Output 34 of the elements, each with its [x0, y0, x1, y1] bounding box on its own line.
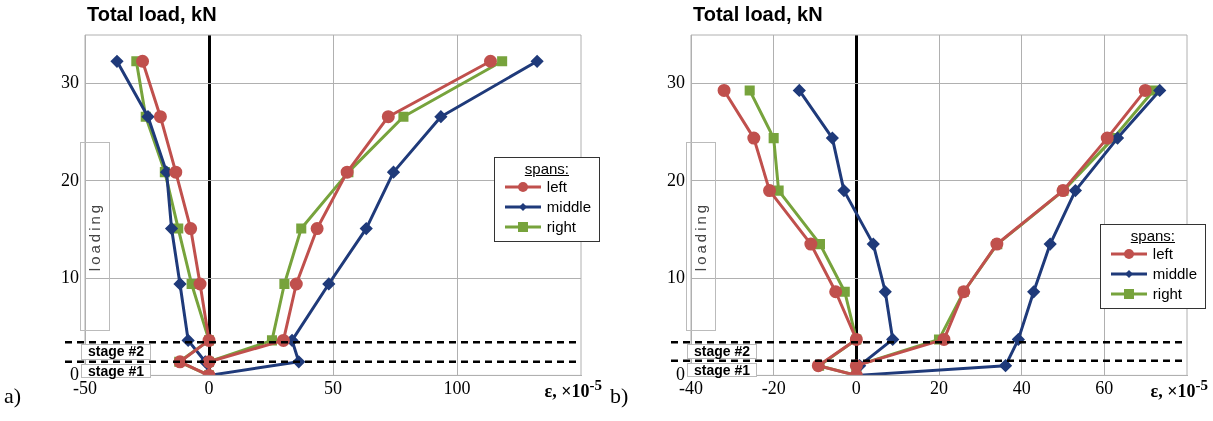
y-tick-label: 30	[667, 72, 685, 93]
legend-label: left	[1152, 244, 1173, 265]
x-tick-label: -20	[761, 377, 786, 398]
annotation: stage #1	[687, 361, 758, 378]
y-tick-label: 10	[61, 266, 79, 287]
x-tick-label: 50	[324, 377, 342, 398]
annotation: stage #1	[81, 362, 152, 379]
annotation: loading	[86, 201, 104, 272]
y-axis-title: Total load, kN	[693, 3, 823, 26]
y-tick-label: 20	[61, 169, 79, 190]
text: b)	[610, 383, 629, 410]
legend-title: spans:	[523, 159, 570, 177]
legend-label: right	[1152, 284, 1182, 305]
annotation: stage #2	[687, 343, 758, 360]
x-tick-label: 40	[1012, 377, 1031, 398]
annotation: stage #2	[81, 343, 152, 360]
legend-label: middle	[1152, 264, 1197, 285]
x-axis-title: ε, ×10$^{-5}$	[544, 377, 602, 403]
x-tick-label: 60	[1095, 377, 1114, 398]
annotation: loading	[692, 201, 710, 272]
x-axis-title: ε, ×10$^{-5}$	[1150, 377, 1208, 403]
legend-title: spans:	[1129, 227, 1176, 245]
x-tick-label: 0	[851, 377, 861, 398]
x-tick-label: 0	[204, 377, 214, 398]
x-tick-label: 100	[443, 377, 471, 398]
y-tick-label: 30	[61, 72, 79, 93]
x-tick-label: 20	[930, 377, 948, 398]
y-axis-title: Total load, kN	[87, 3, 217, 26]
y-tick-label: 10	[667, 266, 685, 287]
legend-label: left	[546, 177, 567, 197]
text: a)	[4, 383, 22, 410]
legend-label: right	[546, 216, 576, 237]
y-tick-label: 20	[667, 169, 685, 190]
legend-label: middle	[546, 196, 591, 217]
